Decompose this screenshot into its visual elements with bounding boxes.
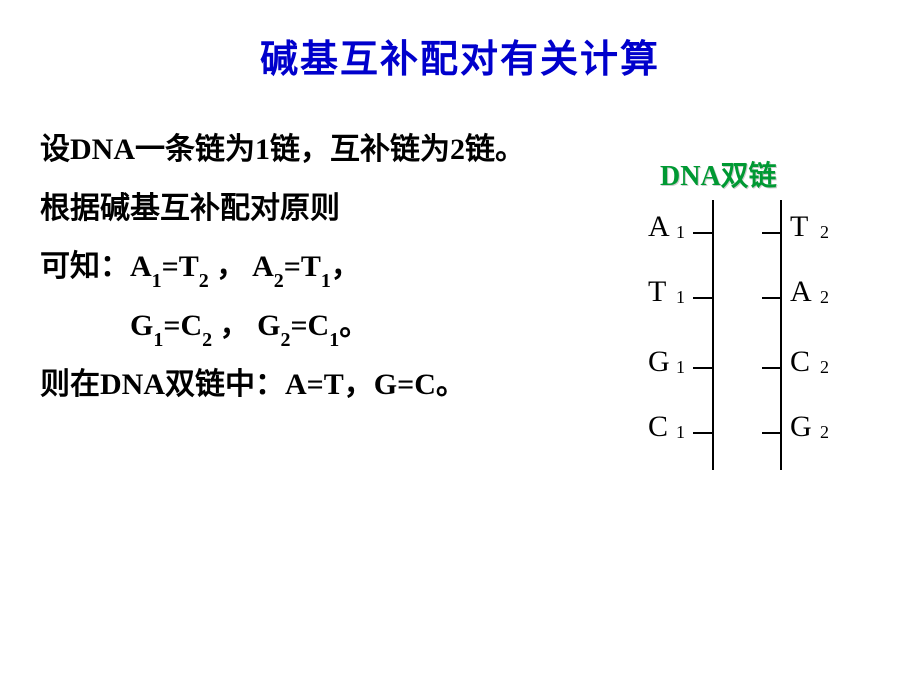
- t: G: [130, 309, 153, 342]
- left-num: 1: [676, 287, 685, 308]
- s: 2: [280, 329, 290, 351]
- t: 。: [339, 309, 369, 342]
- t: ， A: [209, 250, 274, 283]
- dna-prefix: DNA: [660, 161, 721, 192]
- left-base: C: [648, 410, 668, 444]
- t: =C: [290, 309, 329, 342]
- base-pair-row: A1 T2: [630, 210, 890, 250]
- bond-left: [693, 232, 713, 234]
- s: 2: [199, 270, 209, 292]
- left-base: T: [648, 275, 666, 309]
- line-3: 可知：A1=T2 ， A2=T1，: [40, 238, 600, 297]
- bond-left: [693, 432, 713, 434]
- s: 2: [274, 270, 284, 292]
- s: 1: [152, 270, 162, 292]
- s: 1: [321, 270, 331, 292]
- t: ，: [331, 250, 361, 283]
- left-base: G: [648, 345, 670, 379]
- page-title: 碱基互补配对有关计算: [0, 0, 920, 83]
- bond-left: [693, 297, 713, 299]
- t: =C: [163, 309, 202, 342]
- left-num: 1: [676, 222, 685, 243]
- t: =T: [284, 250, 321, 283]
- line-1: 设DNA一条链为1链，互补链为2链。: [40, 121, 600, 180]
- dna-suffix: 双链: [721, 161, 777, 192]
- right-num: 2: [820, 287, 829, 308]
- right-base: A: [790, 275, 812, 309]
- line-2: 根据碱基互补配对原则: [40, 180, 600, 239]
- right-num: 2: [820, 422, 829, 443]
- base-pair-row: T1 A2: [630, 275, 890, 315]
- bond-right: [762, 297, 782, 299]
- bond-right: [762, 367, 782, 369]
- s: 2: [202, 329, 212, 351]
- s: 1: [153, 329, 163, 351]
- right-base: T: [790, 210, 808, 244]
- bond-left: [693, 367, 713, 369]
- right-num: 2: [820, 222, 829, 243]
- bond-right: [762, 432, 782, 434]
- dna-double-strand-label: DNA双链: [660, 154, 777, 194]
- line-5: 则在DNA双链中：A=T，G=C。: [40, 356, 600, 415]
- dna-diagram: A1T2T1A2G1C2C1G2: [630, 200, 890, 480]
- right-base: C: [790, 345, 810, 379]
- base-pair-row: C1 G2: [630, 410, 890, 450]
- t: 可知：A: [40, 250, 152, 283]
- base-pair-row: G1 C2: [630, 345, 890, 385]
- line-4: G1=C2 ， G2=C1。: [40, 297, 600, 356]
- bond-right: [762, 232, 782, 234]
- s: 1: [329, 329, 339, 351]
- body-content: 设DNA一条链为1链，互补链为2链。 根据碱基互补配对原则 可知：A1=T2 ，…: [0, 83, 640, 415]
- right-base: G: [790, 410, 812, 444]
- left-num: 1: [676, 357, 685, 378]
- left-base: A: [648, 210, 670, 244]
- t: ， G: [212, 309, 280, 342]
- left-num: 1: [676, 422, 685, 443]
- t: =T: [162, 250, 199, 283]
- right-num: 2: [820, 357, 829, 378]
